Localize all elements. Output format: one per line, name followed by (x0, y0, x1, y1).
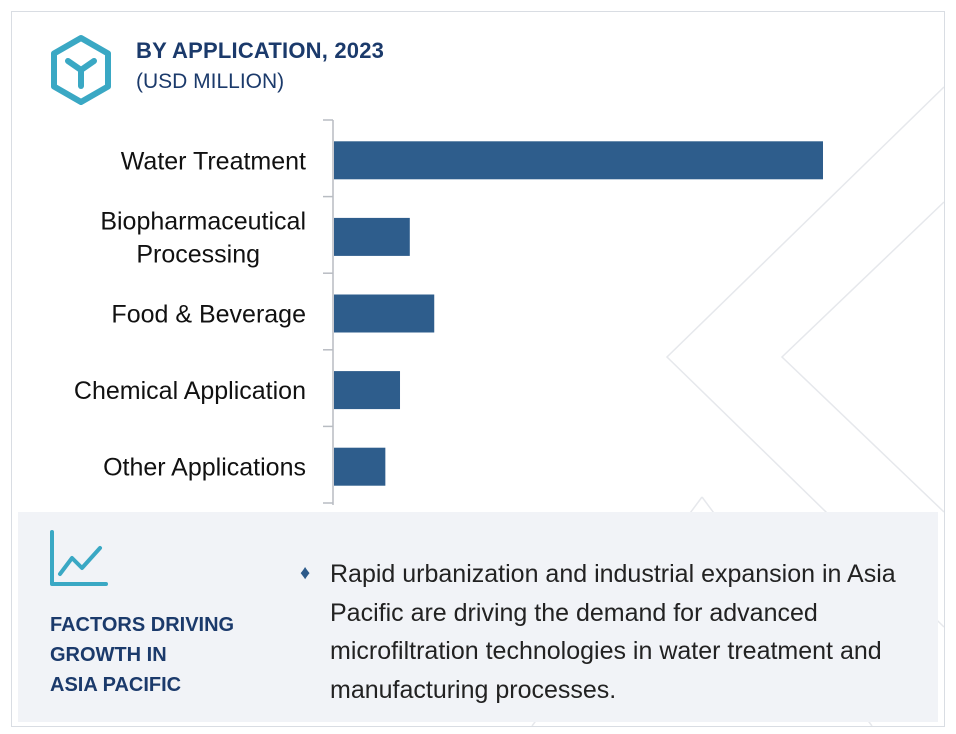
trend-chart-icon (50, 530, 108, 586)
bar (334, 141, 823, 180)
chart-title: BY APPLICATION, 2023 (136, 38, 385, 63)
infographic-frame: BY APPLICATION, 2023 (USD MILLION) Water… (11, 11, 945, 727)
factors-heading: FACTORS DRIVING GROWTH IN ASIA PACIFIC (50, 610, 290, 700)
diamond-icon: ♦ (300, 562, 311, 584)
chart-subtitle: (USD MILLION) (136, 70, 285, 93)
category-label: Biopharmaceutical Processing (100, 207, 306, 268)
bar (334, 217, 410, 256)
category-label: Water Treatment (121, 147, 306, 175)
category-label: Other Applications (103, 454, 306, 482)
factors-heading-line: FACTORS DRIVING (50, 614, 235, 636)
bar (334, 447, 386, 486)
factors-panel: FACTORS DRIVING GROWTH IN ASIA PACIFIC ♦… (18, 512, 938, 722)
category-label: Food & Beverage (111, 301, 306, 329)
hexagon-y-icon (51, 35, 111, 105)
factors-description: Rapid urbanization and industrial expans… (330, 560, 896, 704)
bar-chart: Water Treatment Biopharmaceutical Processi… (74, 119, 823, 505)
category-label: Chemical Application (74, 377, 306, 405)
factors-heading-line: GROWTH IN (50, 644, 167, 666)
bar (334, 294, 435, 333)
factors-heading-line: ASIA PACIFIC (50, 674, 182, 696)
bar (334, 371, 401, 410)
